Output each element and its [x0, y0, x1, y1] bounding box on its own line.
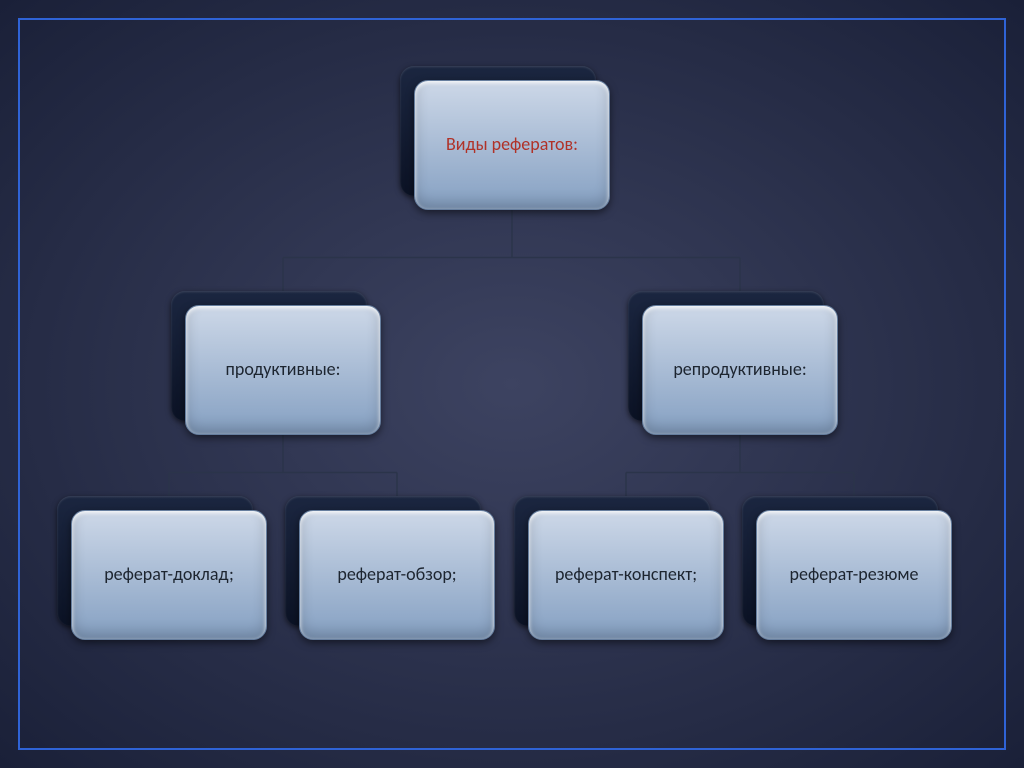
- node-face: реферат-резюме: [756, 510, 952, 640]
- tree-node-resume: реферат-резюме: [756, 510, 952, 640]
- tree-node-doklad: реферат-доклад;: [71, 510, 267, 640]
- node-face: реферат-доклад;: [71, 510, 267, 640]
- node-label: реферат-доклад;: [104, 564, 234, 586]
- slide-stage: Виды рефератов: продуктивные: репродуктивн…: [0, 0, 1024, 768]
- node-label: Виды рефератов:: [446, 134, 578, 156]
- node-label: реферат-конспект;: [555, 564, 697, 586]
- tree-node-obzor: реферат-обзор;: [299, 510, 495, 640]
- node-face: реферат-конспект;: [528, 510, 724, 640]
- node-label: репродуктивные:: [673, 359, 806, 381]
- node-face: репродуктивные:: [642, 305, 838, 435]
- node-face: реферат-обзор;: [299, 510, 495, 640]
- tree-node-konspekt: реферат-конспект;: [528, 510, 724, 640]
- tree-node-reprod: репродуктивные:: [642, 305, 838, 435]
- node-label: продуктивные:: [226, 359, 341, 381]
- node-label: реферат-обзор;: [337, 564, 456, 586]
- node-face: продуктивные:: [185, 305, 381, 435]
- node-face: Виды рефератов:: [414, 80, 610, 210]
- node-label: реферат-резюме: [790, 564, 919, 586]
- tree-node-prod: продуктивные:: [185, 305, 381, 435]
- tree-node-root: Виды рефератов:: [414, 80, 610, 210]
